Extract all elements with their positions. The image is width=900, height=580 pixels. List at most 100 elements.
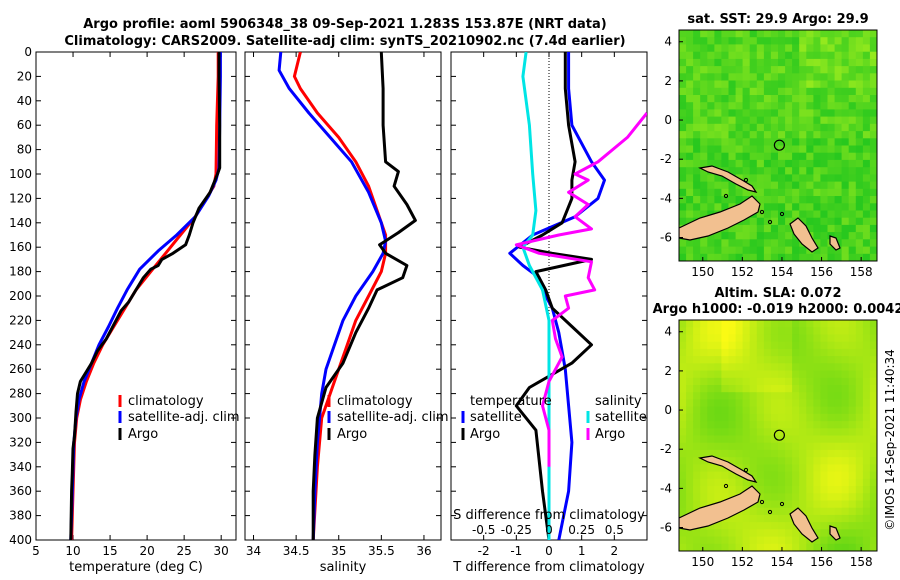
map-cell [721,123,730,132]
map-cell [834,428,843,437]
map-cell [763,152,772,161]
map-cell [749,327,758,335]
map-cell [785,543,793,551]
map-cell [707,138,715,147]
map-cell [848,421,857,429]
map-cell [869,224,877,233]
map-cell [785,493,793,502]
map-cell [742,399,751,408]
map-cell [735,253,744,261]
map-cell [749,334,758,343]
map-cell [841,210,850,219]
map-cell [770,449,779,458]
map-cell [862,377,871,386]
map-cell [792,80,800,89]
map-cell [728,145,737,154]
map-cell [834,334,843,343]
map-cell [827,377,836,386]
map-cell [707,87,715,96]
map-cell [778,196,786,204]
map-cell [806,413,814,422]
map-cell [770,457,779,465]
map-cell [862,58,871,67]
map-cell [855,478,864,487]
map-cell [785,87,793,96]
map-cell [700,377,708,386]
map-cell [869,500,877,509]
map-cell [799,377,807,386]
map-cell [862,181,871,190]
map-y-tick-label: 0 [664,113,672,127]
map-cell [813,421,822,429]
map-y-tick-label: 2 [664,364,672,378]
map-cell [820,246,829,255]
map-cell [869,239,877,248]
map-cell [742,348,751,357]
map-cell [848,486,857,494]
map-cell [714,327,723,335]
map-cell [721,95,730,103]
y-tick-label: 300 [9,411,32,425]
map-cell [855,123,864,132]
map-cell [742,392,751,400]
map-cell [714,478,723,487]
map-cell [700,334,708,343]
map-cell [855,253,864,261]
map-cell [700,253,708,261]
map-cell [834,363,843,372]
x-tick-label: 0 [545,544,553,558]
map-cell [848,327,857,335]
map-cell [869,486,877,494]
map-cell [799,478,807,487]
map-cell [763,44,772,53]
map-cell [841,464,850,473]
map-cell [813,80,822,89]
map-cell [749,102,758,110]
map-cell [855,471,864,480]
map-cell [770,116,779,125]
map-cell [869,44,877,53]
map-cell [785,138,793,147]
map-cell [862,145,871,154]
map-cell [785,356,793,364]
map-cell [707,73,715,82]
map-cell [693,203,701,212]
map-cell [799,37,807,45]
map-cell [763,370,772,379]
map-cell [792,334,800,343]
map-cell [799,421,807,429]
map-cell [721,399,730,408]
map-cell [827,203,836,212]
map-cell [679,449,687,458]
map-cell [686,188,694,197]
map-cell [693,73,701,82]
map-cell [820,203,829,212]
map-cell [785,73,793,82]
map-cell [679,30,687,38]
map-cell [721,449,730,458]
map-cell [806,196,814,204]
map-cell [742,66,751,74]
map-cell [686,435,694,444]
map-cell [799,464,807,473]
map-cell [721,196,730,204]
map-cell [756,348,765,357]
map-cell [707,341,715,350]
map-cell [869,181,877,190]
map-cell [756,116,765,125]
map-cell [813,370,822,379]
map-cell [700,51,708,60]
map-cell [820,529,829,538]
map-cell [834,217,843,226]
map-cell [728,385,737,393]
map-cell [806,203,814,212]
map-cell [749,44,758,53]
map-cell [735,224,744,233]
map-cell [792,478,800,487]
legend-title-temperature: temperature [470,394,552,409]
map-cell [834,341,843,350]
map-cell [785,167,793,175]
map-cell [770,102,779,110]
map-cell [855,188,864,197]
map-cell [728,514,737,523]
